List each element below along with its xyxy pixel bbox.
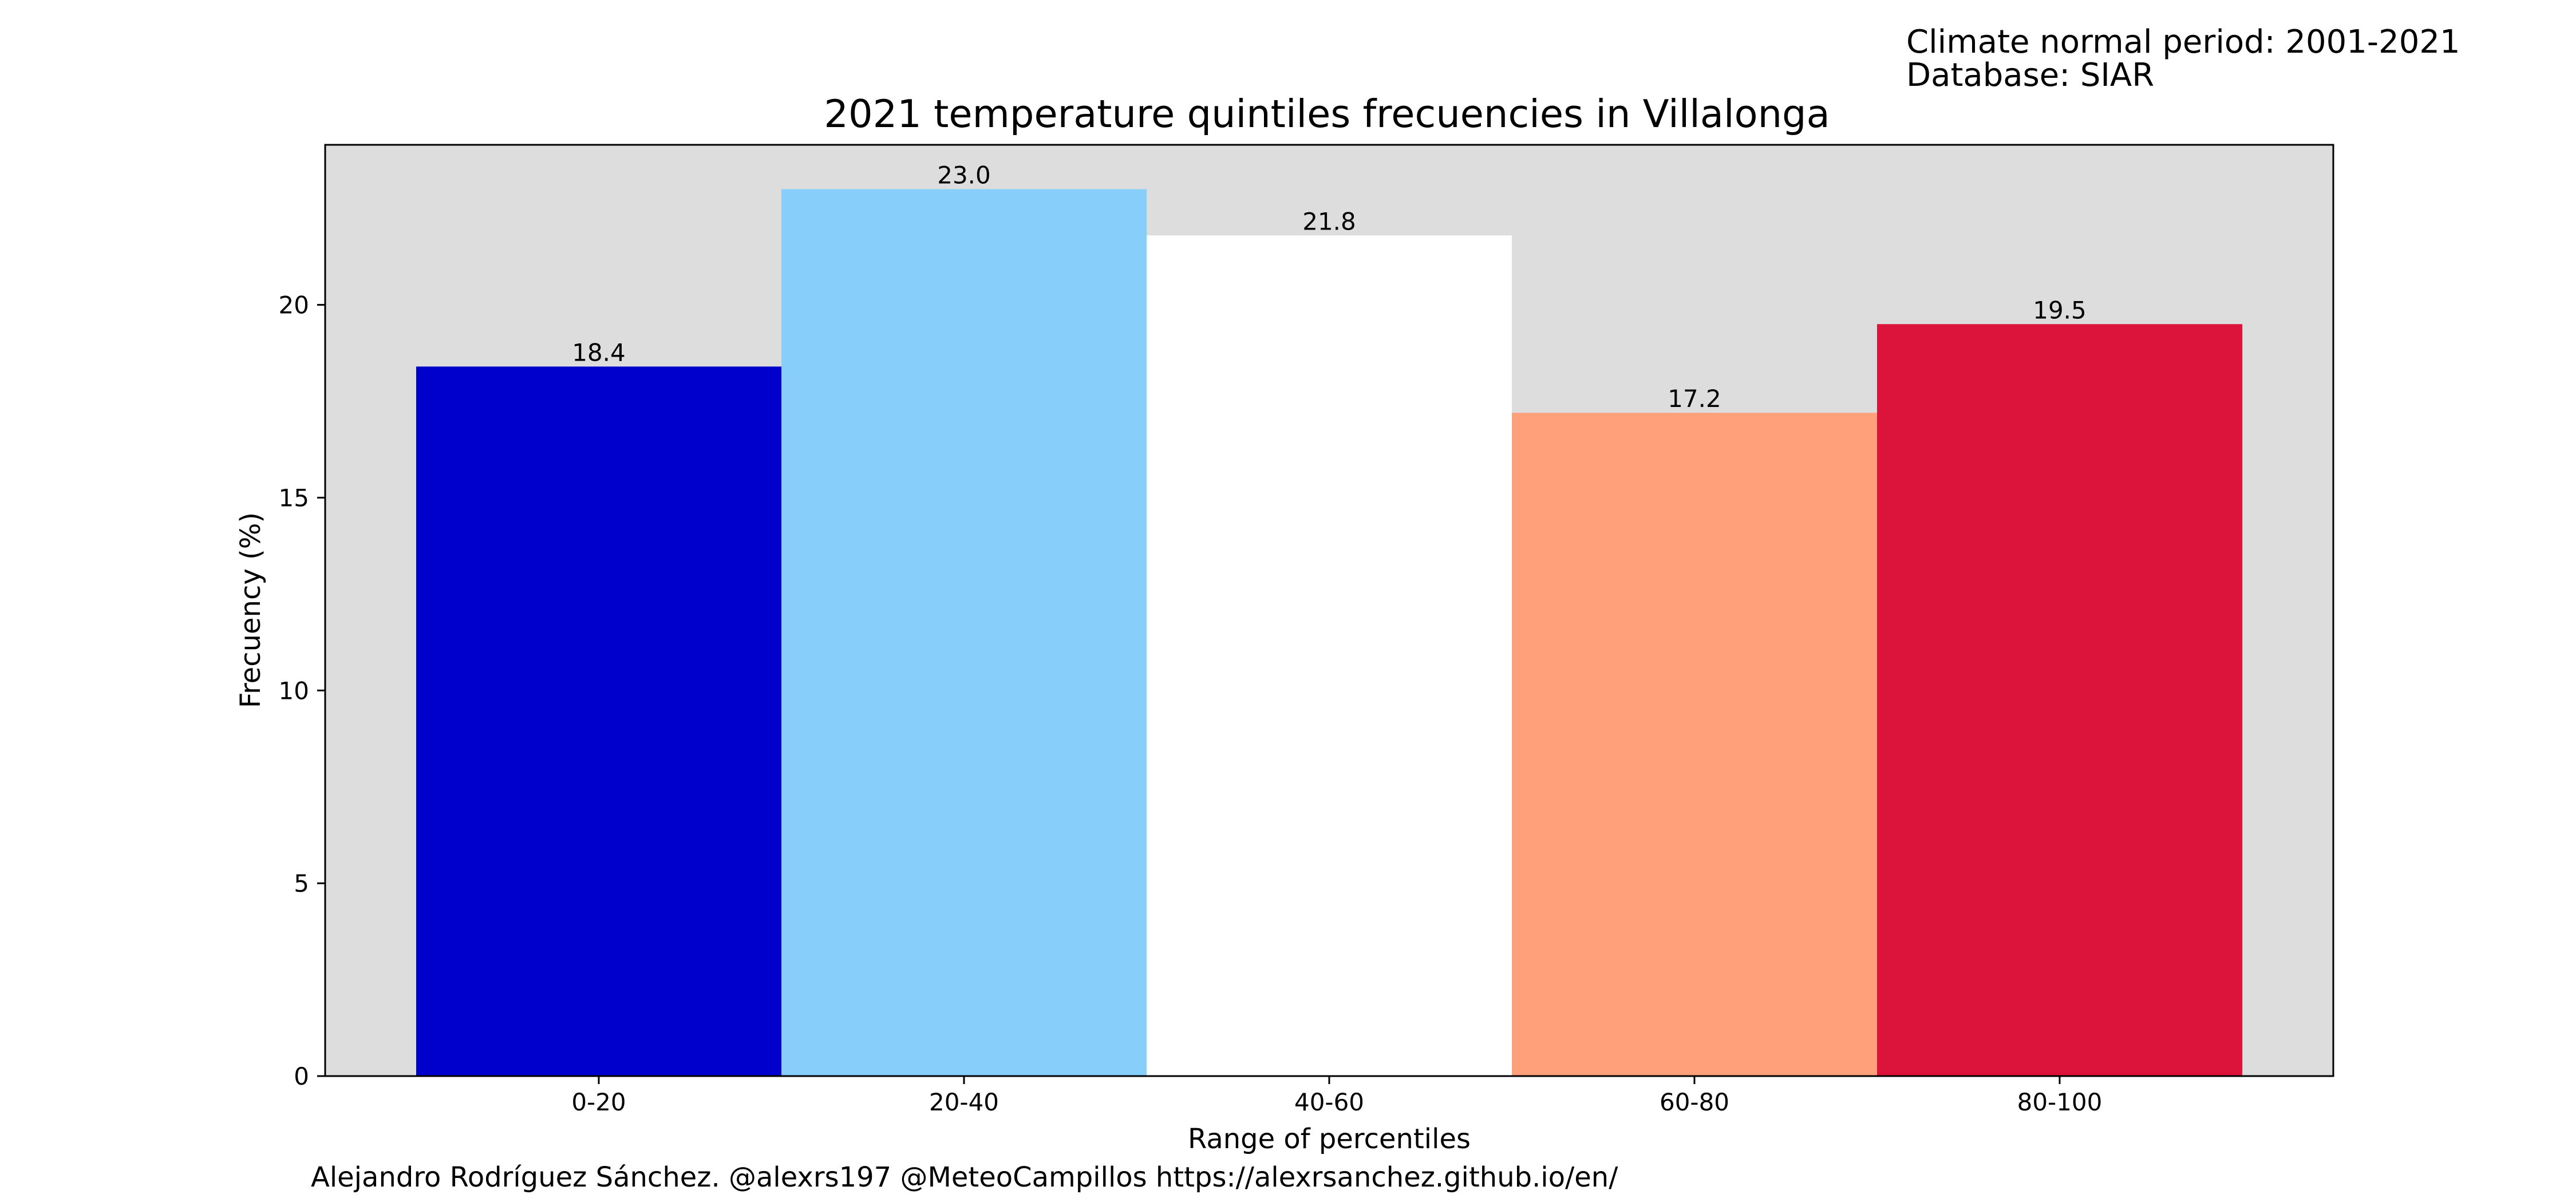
database-note: Database: SIAR	[1906, 57, 2154, 94]
bar-0-20	[416, 366, 781, 1076]
chart-title: 2021 temperature quintiles frecuencies i…	[824, 92, 1830, 136]
y-tick-label: 20	[279, 291, 309, 319]
bar-value-label: 19.5	[2033, 296, 2087, 324]
x-axis-ticks: 0-20 20-40 40-60 60-80 80-100	[571, 1076, 2102, 1116]
bar-40-60	[1147, 235, 1512, 1076]
x-tick-label: 20-40	[929, 1088, 999, 1116]
climate-period-note: Climate normal period: 2001-2021	[1906, 23, 2460, 61]
x-tick-label: 60-80	[1660, 1088, 1729, 1116]
bars-group	[416, 189, 2242, 1077]
x-tick-label: 80-100	[2017, 1088, 2103, 1116]
x-tick-label: 40-60	[1294, 1088, 1364, 1116]
bar-60-80	[1512, 413, 1877, 1077]
bar-80-100	[1877, 324, 2242, 1076]
bar-value-label: 21.8	[1302, 207, 1356, 235]
author-credit: Alejandro Rodríguez Sánchez. @alexrs197 …	[311, 1161, 1618, 1193]
y-axis-ticks: 0 5 10 15 20	[279, 291, 325, 1090]
x-axis-label: Range of percentiles	[1188, 1123, 1471, 1155]
bar-20-40	[781, 189, 1147, 1076]
y-tick-label: 5	[294, 869, 309, 897]
y-tick-label: 0	[294, 1062, 309, 1090]
y-axis-label: Frecuency (%)	[235, 512, 267, 708]
x-tick-label: 0-20	[571, 1088, 626, 1116]
bar-value-label: 18.4	[572, 338, 626, 366]
plot-frame	[324, 144, 2334, 1077]
bar-value-label: 23.0	[937, 161, 991, 189]
bar-value-labels: 18.4 23.0 21.8 17.2 19.5	[572, 161, 2087, 413]
y-tick-label: 10	[279, 677, 309, 705]
y-tick-label: 15	[279, 484, 309, 512]
bar-value-label: 17.2	[1668, 385, 1721, 413]
